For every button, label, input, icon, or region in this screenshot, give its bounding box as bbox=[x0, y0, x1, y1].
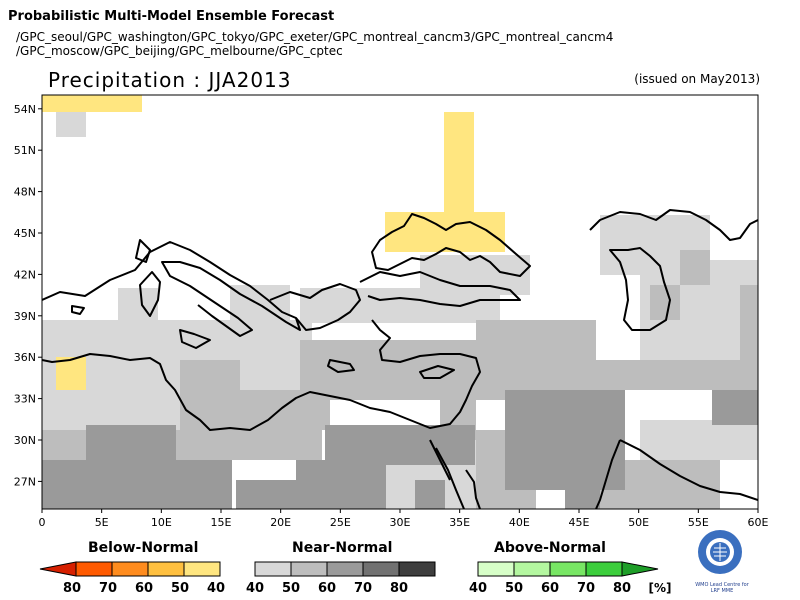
lon-tick-label: 10E bbox=[151, 516, 172, 529]
legend-value-label: 80 bbox=[613, 581, 631, 596]
legend-below-normal-bar bbox=[39, 561, 221, 577]
models-list-line-1: /GPC_seoul/GPC_washington/GPC_tokyo/GPC_… bbox=[16, 30, 614, 44]
legend-value-label: 80 bbox=[390, 581, 408, 596]
below-normal-swatch bbox=[147, 561, 185, 577]
lat-tick-label: 42N bbox=[14, 268, 36, 281]
lon-tick-label: 40E bbox=[509, 516, 530, 529]
legend-value-label: 40 bbox=[207, 581, 225, 596]
lat-tick-label: 27N bbox=[14, 475, 36, 488]
wmo-emblem-icon bbox=[698, 530, 742, 574]
above-normal-swatch bbox=[477, 561, 515, 577]
lat-tick-label: 30N bbox=[14, 434, 36, 447]
lon-tick-label: 55E bbox=[688, 516, 709, 529]
above-normal-swatch bbox=[585, 561, 623, 577]
lon-tick-label: 20E bbox=[270, 516, 291, 529]
lon-tick-label: 30E bbox=[390, 516, 411, 529]
lon-tick-label: 45E bbox=[569, 516, 590, 529]
lon-tick-label: 50E bbox=[628, 516, 649, 529]
logo-caption: WMO Lead Centre for LRF MME bbox=[695, 582, 749, 594]
legend-value-label: 70 bbox=[577, 581, 595, 596]
lat-tick-label: 45N bbox=[14, 227, 36, 240]
legend-near-normal-title: Near-Normal bbox=[292, 540, 393, 556]
below-normal-swatch bbox=[111, 561, 149, 577]
lon-tick-label: 60E bbox=[748, 516, 769, 529]
legend-value-label: 60 bbox=[541, 581, 559, 596]
lat-tick-label: 54N bbox=[14, 103, 36, 116]
above-normal-swatch bbox=[621, 561, 659, 577]
lat-tick-label: 36N bbox=[14, 351, 36, 364]
lat-tick-label: 48N bbox=[14, 186, 36, 199]
latitude-axis: 54N 51N 48N 45N 42N 39N 36N 33N 30N 27N bbox=[14, 103, 42, 488]
lon-tick-label: 0 bbox=[39, 516, 46, 529]
near-normal-swatch bbox=[290, 561, 328, 577]
legend-below-normal-title: Below-Normal bbox=[88, 540, 199, 556]
legend-near-normal-bar bbox=[254, 561, 436, 577]
coastlines bbox=[42, 209, 758, 509]
legend-value-label: 60 bbox=[135, 581, 153, 596]
lat-tick-label: 33N bbox=[14, 393, 36, 406]
lon-tick-label: 25E bbox=[330, 516, 351, 529]
above-normal-swatch bbox=[513, 561, 551, 577]
legend-labels: 80 70 60 50 40 40 50 60 70 80 40 50 60 70 80 [%] bbox=[63, 581, 672, 596]
legend-value-label: 70 bbox=[99, 581, 117, 596]
map-subtitle: Precipitation : JJA2013 bbox=[48, 68, 292, 92]
above-normal-swatch bbox=[549, 561, 587, 577]
legend-value-label: 80 bbox=[63, 581, 81, 596]
lat-tick-label: 39N bbox=[14, 310, 36, 323]
legend-value-label: 70 bbox=[354, 581, 372, 596]
lon-tick-label: 35E bbox=[449, 516, 470, 529]
longitude-axis: 0 5E 10E 15E 20E 25E 30E 35E 40E 45E 50E 55E 60E bbox=[39, 509, 769, 529]
near-normal-swatch bbox=[398, 561, 436, 577]
near-normal-swatch bbox=[362, 561, 400, 577]
near-normal-swatch bbox=[254, 561, 292, 577]
probability-grid bbox=[42, 95, 758, 509]
below-normal-swatch bbox=[39, 561, 77, 577]
issued-date: (issued on May2013) bbox=[634, 72, 760, 86]
near-normal-swatch bbox=[326, 561, 364, 577]
legend-value-label: 50 bbox=[505, 581, 523, 596]
legend-above-normal-bar bbox=[477, 561, 659, 577]
legend-value-label: 50 bbox=[282, 581, 300, 596]
below-normal-swatch bbox=[183, 561, 221, 577]
models-list-line-2: /GPC_moscow/GPC_beijing/GPC_melbourne/GP… bbox=[16, 44, 343, 58]
lon-tick-label: 5E bbox=[95, 516, 109, 529]
legend-above-normal-title: Above-Normal bbox=[494, 540, 606, 556]
lat-tick-label: 51N bbox=[14, 144, 36, 157]
legend-unit: [%] bbox=[649, 581, 672, 595]
legend-value-label: 60 bbox=[318, 581, 336, 596]
below-normal-swatch bbox=[75, 561, 113, 577]
legend-value-label: 40 bbox=[469, 581, 487, 596]
lon-tick-label: 15E bbox=[211, 516, 232, 529]
forecast-title: Probabilistic Multi-Model Ensemble Forec… bbox=[8, 9, 335, 24]
legend-value-label: 50 bbox=[171, 581, 189, 596]
legend-value-label: 40 bbox=[246, 581, 264, 596]
